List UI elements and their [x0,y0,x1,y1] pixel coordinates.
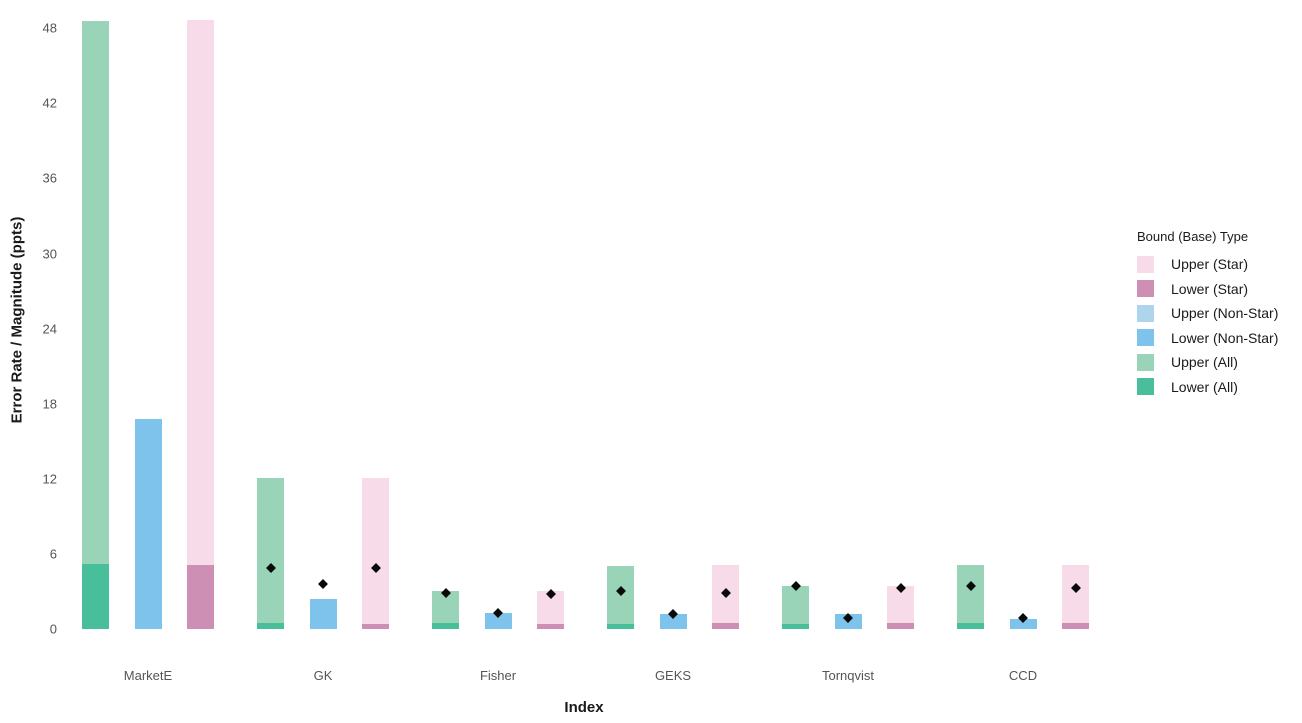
bar-upper-all [607,566,634,629]
bar-lower-star [887,623,914,629]
legend-label: Upper (Star) [1171,256,1249,273]
bar-lower-non-star [1009,618,1037,629]
y-tick-label: 24 [42,321,57,337]
bar-lower-all [432,623,459,629]
legend-label: Lower (Star) [1171,280,1249,297]
x-category-label: CCD [1008,668,1038,683]
bar-upper-all [432,591,459,629]
legend-item: Upper (Non-Star) [1137,301,1301,326]
bar-lower-non-star [484,613,512,629]
bar-lower-non-star [659,613,687,629]
legend-swatch [1137,255,1154,273]
y-tick-label: 6 [49,546,57,562]
legend-swatch [1137,378,1154,396]
bar-upper-star [887,586,914,629]
bar-upper-star [362,477,389,629]
x-category-label: GK [313,668,333,683]
bar-upper-star [1062,565,1089,629]
bar-upper-all [782,586,809,629]
bar-lower-all [782,623,809,629]
bar-lower-star [187,565,214,629]
y-tick-label: 12 [42,471,57,487]
y-tick-label: 0 [49,621,57,637]
legend-label: Upper (Non-Star) [1171,305,1279,322]
legend-item: Lower (Non-Star) [1137,326,1301,351]
legend-item: Upper (All) [1137,350,1301,375]
legend-swatch [1137,304,1154,322]
bar-lower-star [712,623,739,629]
bar-lower-star [537,623,564,629]
bar-lower-all [82,563,109,629]
bar-upper-star [187,19,214,629]
bar-upper-all [257,477,284,629]
bar-upper-all [82,20,109,629]
legend: Bound (Base) Type Upper (Star) Lower (Sta… [1137,229,1301,399]
bar-lower-star [1062,623,1089,629]
y-tick-label: 18 [42,396,57,412]
y-tick-label: 42 [42,95,57,111]
legend-label: Lower (Non-Star) [1171,329,1279,346]
legend-swatch [1137,280,1154,298]
legend-item: Lower (Star) [1137,277,1301,302]
x-category-label: MarketE [123,668,173,683]
bar-lower-all [607,623,634,629]
legend-label: Lower (All) [1171,378,1238,395]
legend-title: Bound (Base) Type [1137,229,1249,244]
x-category-label: Fisher [479,668,517,683]
legend-swatch [1137,329,1154,347]
y-tick-label: 30 [42,246,57,262]
y-tick-label: 36 [42,170,57,186]
y-tick-label: 48 [42,20,57,36]
x-axis-title: Index [564,699,604,716]
bar-lower-star [362,623,389,629]
legend-item: Upper (Star) [1137,252,1301,277]
bar-lower-all [957,622,984,629]
diamond-marker [318,578,328,589]
bar-upper-all [957,565,984,629]
legend-swatch [1137,353,1154,371]
bar-lower-all [257,622,284,629]
legend-item: Lower (All) [1137,375,1301,400]
x-category-label: GEKS [654,668,692,683]
bar-lower-non-star [309,598,337,629]
y-axis-title: Error Rate / Magnitude (ppts) [8,216,26,424]
x-category-label: Tornqvist [821,668,875,683]
bar-lower-non-star [134,418,162,629]
legend-label: Upper (All) [1171,354,1238,371]
